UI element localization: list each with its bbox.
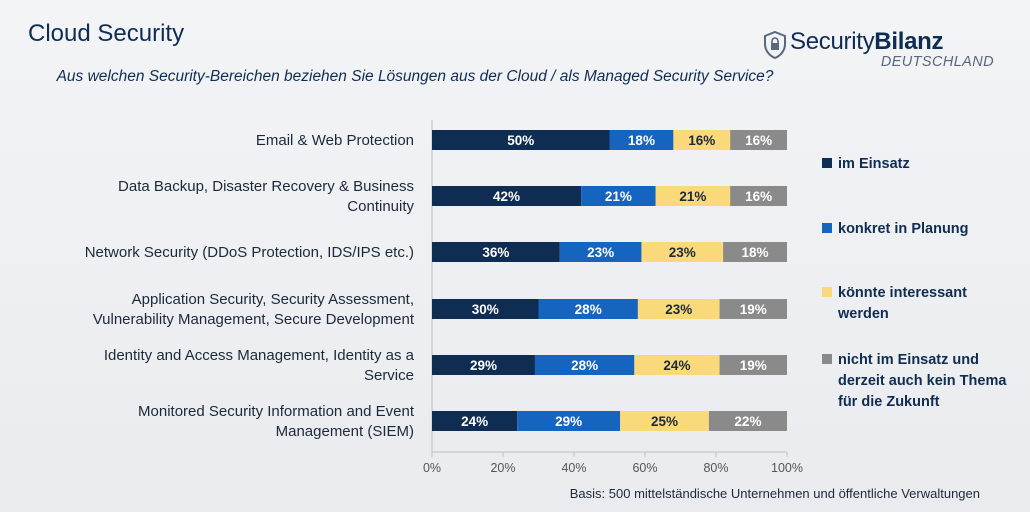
bar-segment [534,355,635,375]
category-label: Identity and Access Management, Identity… [104,347,415,364]
bar-segment [432,355,535,375]
category-label: Continuity [347,198,414,215]
x-tick-label: 80% [703,461,728,475]
category-label: Data Backup, Disaster Recovery & Busines… [118,178,414,195]
data-label: 29% [555,414,582,429]
bar-segment [719,355,787,375]
data-label: 16% [745,133,772,148]
data-label: 28% [571,358,598,373]
bar-segment [708,411,787,431]
category-label: Email & Web Protection [256,132,414,149]
bar-segment [432,242,560,262]
x-tick-label: 100% [771,461,803,475]
data-label: 19% [740,358,767,373]
data-label: 25% [651,414,678,429]
shield-lock-icon [764,30,786,60]
bar-segment [634,355,720,375]
bar-segment [655,186,731,206]
category-label: Monitored Security Information and Event [138,403,415,420]
bar-segment [559,242,642,262]
legend-label: derzeit auch kein Thema [838,373,1007,389]
bar-segment [432,130,610,150]
legend-label: werden [837,306,889,322]
data-label: 16% [688,133,715,148]
data-label: 23% [669,245,696,260]
category-label: Network Security (DDoS Protection, IDS/I… [85,244,414,261]
data-label: 29% [470,358,497,373]
bar-segment [432,186,582,206]
bar-segment [538,299,638,319]
chart-title: Cloud Security [28,20,185,47]
legend-label: nicht im Einsatz und [838,352,979,368]
legend-label: konkret in Planung [838,221,969,237]
logo-brand: SecurityBilanz [790,28,944,55]
bar-segment [432,299,539,319]
data-label: 23% [665,302,692,317]
data-label: 28% [575,302,602,317]
legend-swatch [822,158,832,168]
x-tick-label: 60% [632,461,657,475]
bar-segment [641,242,724,262]
x-tick-label: 0% [423,461,441,475]
bar-segment [730,186,787,206]
x-tick-label: 40% [561,461,586,475]
category-label: Application Security, Security Assessmen… [132,291,414,308]
legend-swatch [822,223,832,233]
category-label: Service [364,367,414,384]
category-label: Management (SIEM) [276,423,414,440]
bar-segment [723,242,787,262]
data-label: 42% [493,189,520,204]
data-label: 24% [461,414,488,429]
bar-segment [581,186,656,206]
logo-subtext: DEUTSCHLAND [880,54,994,70]
data-label: 23% [587,245,614,260]
data-label: 16% [745,189,772,204]
bar-segment [620,411,709,431]
data-label: 36% [482,245,509,260]
data-label: 18% [742,245,769,260]
data-label: 50% [507,133,534,148]
bar-segment [609,130,674,150]
data-label: 18% [628,133,655,148]
legend-label: könnte interessant [838,285,967,301]
data-label: 21% [679,189,706,204]
data-label: 22% [734,414,761,429]
logo: SecurityBilanz DEUTSCHLAND [762,28,1012,76]
bar-segment [432,411,518,431]
category-label: Vulnerability Management, Secure Develop… [93,311,415,328]
bar-segment [719,299,787,319]
legend-label: im Einsatz [838,156,910,172]
chart-subtitle: Aus welchen Security-Bereichen beziehen … [56,68,774,85]
bar-segment [637,299,720,319]
data-label: 21% [605,189,632,204]
legend-swatch [822,287,832,297]
data-label: 30% [472,302,499,317]
bar-segment [673,130,731,150]
legend-label: für die Zukunft [838,394,940,410]
x-tick-label: 20% [490,461,515,475]
data-label: 24% [663,358,690,373]
bar-segment [517,411,621,431]
footnote: Basis: 500 mittelständische Unternehmen … [569,486,980,501]
legend-swatch [822,354,832,364]
data-label: 19% [740,302,767,317]
bar-segment [730,130,787,150]
